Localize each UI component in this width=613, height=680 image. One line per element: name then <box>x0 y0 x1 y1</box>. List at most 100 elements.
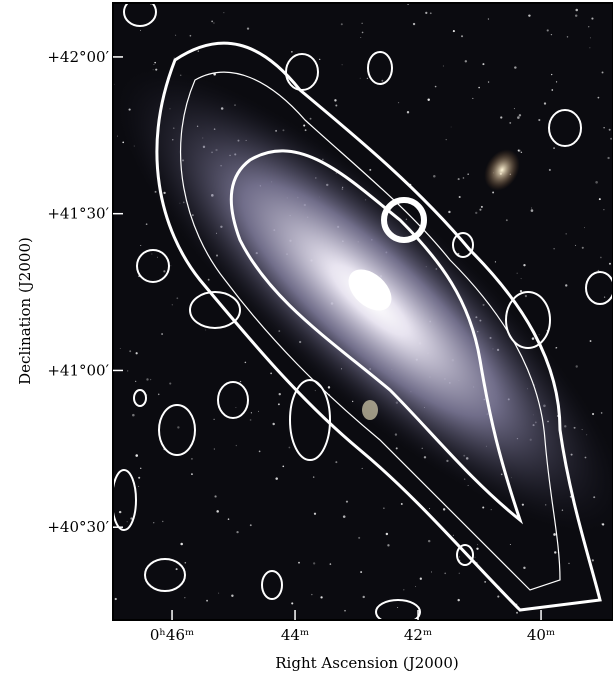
star <box>415 586 416 587</box>
star <box>428 540 430 542</box>
star <box>523 567 525 569</box>
star <box>607 157 609 159</box>
star <box>443 508 445 510</box>
star <box>228 518 230 520</box>
star <box>176 568 178 570</box>
star <box>514 66 516 68</box>
star <box>589 47 590 48</box>
star <box>488 18 489 19</box>
star <box>154 64 155 65</box>
star <box>568 563 569 564</box>
star <box>427 99 429 101</box>
star <box>213 22 214 23</box>
star <box>520 290 522 292</box>
star <box>453 30 455 32</box>
star <box>475 212 477 214</box>
star <box>289 447 291 449</box>
star <box>154 62 156 64</box>
star <box>135 381 136 382</box>
star <box>279 393 281 395</box>
star <box>158 394 160 396</box>
star <box>176 297 178 299</box>
star <box>387 544 389 546</box>
star <box>514 108 515 109</box>
star <box>136 352 138 354</box>
star <box>603 209 604 210</box>
star <box>138 477 140 479</box>
star <box>610 138 612 140</box>
star <box>163 270 165 272</box>
star <box>235 407 236 408</box>
star <box>531 207 532 208</box>
star <box>602 72 604 74</box>
star <box>185 562 187 564</box>
x-tick-label: 0ʰ46ᵐ <box>150 626 194 644</box>
star <box>565 284 567 286</box>
star <box>591 17 593 19</box>
star <box>604 296 605 297</box>
star <box>214 495 216 497</box>
star <box>425 12 427 14</box>
star <box>451 127 452 128</box>
star <box>554 551 556 553</box>
star <box>461 35 463 37</box>
star <box>177 426 179 428</box>
y-tick-label: +40°30′ <box>47 518 109 536</box>
star <box>443 65 444 66</box>
star <box>303 124 305 126</box>
star <box>231 595 233 597</box>
star <box>174 58 175 59</box>
star <box>553 147 554 148</box>
star <box>362 32 364 34</box>
star <box>330 563 332 565</box>
star <box>175 35 176 36</box>
star <box>565 233 566 234</box>
star <box>214 448 215 449</box>
star <box>344 610 346 612</box>
star <box>127 521 128 522</box>
star <box>335 461 337 463</box>
star <box>161 333 163 335</box>
star <box>431 572 432 573</box>
star <box>544 102 546 104</box>
star <box>360 571 362 573</box>
star <box>528 14 530 16</box>
star <box>216 510 219 513</box>
star <box>444 572 446 574</box>
star <box>549 169 551 171</box>
star <box>250 419 252 421</box>
star <box>278 403 280 405</box>
star <box>482 506 484 508</box>
star <box>386 533 388 535</box>
star <box>476 548 478 550</box>
star <box>383 507 385 509</box>
star <box>236 445 237 446</box>
star <box>138 486 139 487</box>
star <box>500 116 502 118</box>
star <box>184 597 185 598</box>
star <box>320 596 322 598</box>
star <box>575 245 576 246</box>
star <box>251 412 252 413</box>
star <box>291 602 293 604</box>
star <box>153 522 154 523</box>
star <box>467 173 468 174</box>
star <box>595 181 598 184</box>
star <box>198 51 199 52</box>
star <box>117 136 118 137</box>
star <box>314 513 316 515</box>
star <box>556 81 557 82</box>
star <box>191 473 193 475</box>
y-tick-label: +41°00′ <box>47 361 109 379</box>
star <box>430 12 432 14</box>
star <box>129 350 131 352</box>
star <box>510 544 511 545</box>
star <box>135 454 138 457</box>
star <box>162 521 163 522</box>
star <box>208 279 210 281</box>
star <box>407 111 409 113</box>
star <box>553 533 556 536</box>
star <box>521 278 522 279</box>
y-tick-label: +41°30′ <box>47 205 109 223</box>
star <box>576 365 578 367</box>
